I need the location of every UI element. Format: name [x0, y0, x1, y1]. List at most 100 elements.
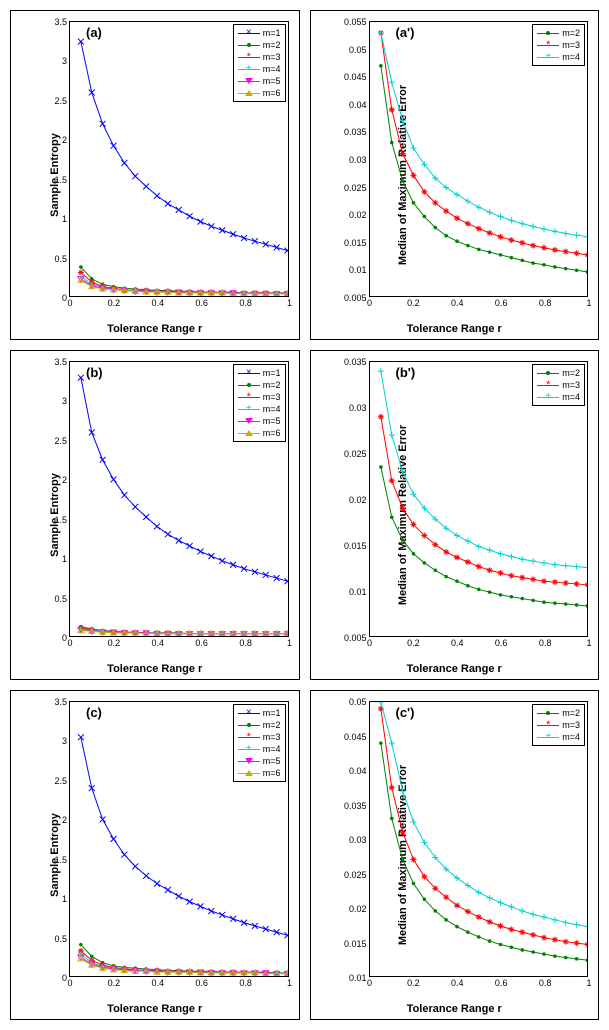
xtick-label: 0.6	[495, 976, 508, 988]
ytick-label: 3.5	[54, 357, 70, 367]
legend-b: ×m=1m=2*m=3+m=4m=5m=6	[233, 364, 286, 442]
ytick-label: 0.05	[349, 45, 370, 55]
ytick-label: 0.005	[344, 293, 370, 303]
ytick-label: 0.04	[349, 766, 370, 776]
legend-item-m2: m=2	[236, 379, 283, 391]
legend-item-m4: +m=4	[236, 403, 283, 415]
xtick-label: 0.6	[195, 636, 208, 648]
xtick-label: 0.2	[407, 636, 420, 648]
legend-cp: m=2*m=3+m=4	[532, 704, 585, 746]
panel-ap: Median of Maximum Relative Error Toleran…	[310, 10, 600, 340]
ytick-label: 1	[62, 894, 70, 904]
xtick-label: 0	[67, 296, 72, 308]
legend-item-m5: m=5	[236, 415, 283, 427]
ytick-label: 1.5	[54, 515, 70, 525]
ytick-label: 1	[62, 554, 70, 564]
panel-bp: Median of Maximum Relative Error Toleran…	[310, 350, 600, 680]
legend-item-m5: m=5	[236, 75, 283, 87]
legend-item-m3: *m=3	[236, 51, 283, 63]
xtick-label: 0.8	[239, 976, 252, 988]
xtick-label: 1	[287, 976, 292, 988]
xlabel-ap: Tolerance Range r	[407, 323, 502, 335]
ytick-label: 0.045	[344, 732, 370, 742]
xtick-label: 0.2	[407, 296, 420, 308]
ytick-label: 2.5	[54, 96, 70, 106]
xtick-label: 0.4	[152, 976, 165, 988]
xtick-label: 0.8	[239, 636, 252, 648]
xtick-label: 0.4	[451, 976, 464, 988]
legend-item-m2: m=2	[535, 367, 582, 379]
legend-item-m3: *m=3	[236, 731, 283, 743]
xtick-label: 0.2	[108, 296, 121, 308]
xtick-label: 0.2	[407, 976, 420, 988]
legend-item-m5: m=5	[236, 755, 283, 767]
plot-area-b: ×m=1m=2*m=3+m=4m=5m=6 00.511.522.533.500…	[69, 361, 289, 637]
xtick-label: 0	[367, 976, 372, 988]
xtick-label: 0.2	[108, 636, 121, 648]
ytick-label: 0.01	[349, 265, 370, 275]
panel-a: Sample Entropy Tolerance Range r (a) ×m=…	[10, 10, 300, 340]
plot-area-c: ×m=1m=2*m=3+m=4m=5m=6 00.511.522.533.500…	[69, 701, 289, 977]
ytick-label: 0.015	[344, 541, 370, 551]
ytick-label: 0.03	[349, 403, 370, 413]
plot-area-ap: m=2*m=3+m=4 0.0050.010.0150.020.0250.030…	[369, 21, 589, 297]
legend-item-m1: ×m=1	[236, 367, 283, 379]
ytick-label: 0.5	[54, 934, 70, 944]
ytick-label: 0.02	[349, 210, 370, 220]
xtick-label: 0	[367, 636, 372, 648]
xtick-label: 0.8	[539, 636, 552, 648]
xlabel-a: Tolerance Range r	[107, 323, 202, 335]
ytick-label: 3.5	[54, 697, 70, 707]
ytick-label: 0.03	[349, 835, 370, 845]
ytick-label: 2.5	[54, 436, 70, 446]
plot-area-a: ×m=1m=2*m=3+m=4m=5m=6 00.511.522.533.500…	[69, 21, 289, 297]
legend-item-m3: *m=3	[236, 391, 283, 403]
legend-a: ×m=1m=2*m=3+m=4m=5m=6	[233, 24, 286, 102]
xtick-label: 0.6	[495, 636, 508, 648]
legend-item-m4: +m=4	[535, 51, 582, 63]
legend-bp: m=2*m=3+m=4	[532, 364, 585, 406]
ytick-label: 2	[62, 475, 70, 485]
xtick-label: 1	[586, 976, 591, 988]
ytick-label: 2	[62, 815, 70, 825]
ytick-label: 0.02	[349, 904, 370, 914]
panel-c: Sample Entropy Tolerance Range r (c) ×m=…	[10, 690, 300, 1020]
xtick-label: 0.6	[195, 976, 208, 988]
panel-cp: Median of Maximum Relative Error Toleran…	[310, 690, 600, 1020]
xtick-label: 1	[586, 296, 591, 308]
xtick-label: 0	[67, 976, 72, 988]
legend-item-m4: +m=4	[535, 731, 582, 743]
ytick-label: 0.5	[54, 254, 70, 264]
xtick-label: 0.8	[539, 976, 552, 988]
ytick-label: 0.01	[349, 587, 370, 597]
xtick-label: 0.8	[539, 296, 552, 308]
plot-area-cp: m=2*m=3+m=4 0.010.0150.020.0250.030.0350…	[369, 701, 589, 977]
ytick-label: 3	[62, 736, 70, 746]
xtick-label: 0.4	[451, 636, 464, 648]
ytick-label: 3	[62, 56, 70, 66]
xtick-label: 1	[586, 636, 591, 648]
legend-c: ×m=1m=2*m=3+m=4m=5m=6	[233, 704, 286, 782]
ytick-label: 0.04	[349, 100, 370, 110]
xtick-label: 1	[287, 296, 292, 308]
legend-item-m1: ×m=1	[236, 707, 283, 719]
ytick-label: 0.045	[344, 72, 370, 82]
xtick-label: 0.6	[195, 296, 208, 308]
legend-item-m1: ×m=1	[236, 27, 283, 39]
ytick-label: 0.005	[344, 633, 370, 643]
ytick-label: 1	[62, 214, 70, 224]
ytick-label: 0.02	[349, 495, 370, 505]
ytick-label: 0.025	[344, 870, 370, 880]
ytick-label: 0.035	[344, 127, 370, 137]
xtick-label: 0.6	[495, 296, 508, 308]
ytick-label: 0.03	[349, 155, 370, 165]
legend-item-m6: m=6	[236, 767, 283, 779]
xlabel-b: Tolerance Range r	[107, 663, 202, 675]
ytick-label: 0.035	[344, 357, 370, 367]
ytick-label: 3	[62, 396, 70, 406]
legend-item-m6: m=6	[236, 427, 283, 439]
ytick-label: 2.5	[54, 776, 70, 786]
xlabel-bp: Tolerance Range r	[407, 663, 502, 675]
legend-item-m4: +m=4	[535, 391, 582, 403]
xtick-label: 1	[287, 636, 292, 648]
